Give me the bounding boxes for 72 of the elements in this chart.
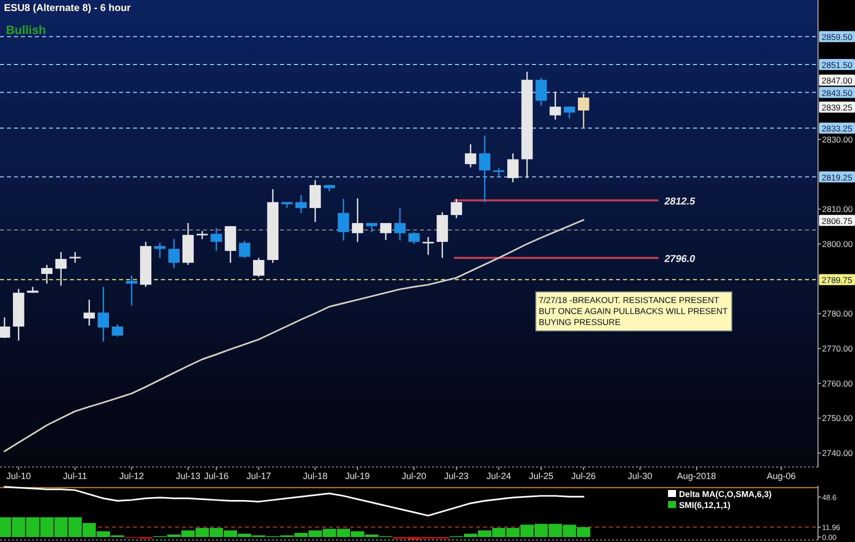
legend-label: SMI(6,12,1,1) — [679, 500, 731, 510]
x-tick-label: Jul-19 — [345, 471, 370, 481]
candlestick — [69, 251, 81, 264]
candlestick — [310, 180, 321, 223]
candlestick — [450, 198, 462, 219]
y-tick-label: 2830.00 — [822, 134, 853, 144]
candlestick — [295, 194, 307, 214]
candlestick — [493, 168, 504, 178]
x-tick-label: Jul-13 — [176, 471, 200, 481]
candlestick — [380, 222, 392, 241]
y-tick-label: 2800.00 — [822, 238, 853, 249]
annotation: 7/27/18 -BREAKOUT. RESISTANCE PRESENT BUT ONCE AGAIN PULLBACKS WILL PRESENT BUYING PRESSURE — [538, 294, 728, 327]
x-tick-label: Jul-24 — [486, 471, 512, 481]
x-tick-label: Jul-26 — [571, 471, 596, 481]
x-tick-label: Jul-17 — [246, 471, 271, 481]
y-tick-label: 2740.00 — [822, 448, 853, 458]
ref-line-label: 2859.50 — [822, 32, 853, 42]
x-tick-label: Jul-11 — [63, 471, 88, 481]
y-tick-label: 2770.00 — [822, 344, 853, 354]
x-tick-label: Jul-18 — [302, 471, 328, 481]
x-tick-label: Aug-2018 — [677, 471, 716, 481]
ref-line-label: 2796.0 — [663, 254, 696, 265]
x-tick-label: Aug-06 — [766, 471, 796, 481]
x-tick-label: Jul-16 — [204, 471, 229, 481]
candlestick — [479, 134, 490, 203]
ref-line-label: 2789.75 — [822, 275, 853, 286]
annotation: 2839.25 — [822, 102, 853, 113]
candlestick — [196, 230, 208, 240]
candlestick — [0, 316, 10, 339]
candlestick — [210, 227, 222, 252]
candlestick — [550, 91, 561, 120]
ref-line-label: 2819.25 — [822, 172, 853, 182]
candlestick — [366, 222, 378, 233]
legend-label: Delta MA(C,O,SMA,6,3) — [679, 489, 772, 499]
candlestick — [84, 299, 95, 326]
x-tick-label: Jul-12 — [119, 471, 144, 481]
annotation: 2806.75 — [822, 216, 853, 226]
candlestick — [98, 286, 109, 342]
candlestick — [408, 231, 420, 245]
ref-line-label: 2833.25 — [822, 124, 853, 134]
annotation: Bullish — [6, 23, 46, 37]
x-tick-label: Jul-25 — [528, 471, 554, 481]
candlestick — [578, 93, 590, 128]
ref-line-label: 2851.50 — [822, 60, 853, 70]
candlestick — [507, 152, 519, 183]
candlestick — [168, 238, 180, 269]
candlestick — [464, 144, 476, 168]
candlestick — [154, 242, 166, 259]
line-series — [4, 486, 584, 516]
y-tick-label: 2780.00 — [822, 308, 853, 319]
ref-line-label: 2812.5 — [663, 196, 696, 208]
candlestick — [253, 257, 264, 278]
candlestick — [41, 264, 52, 284]
x-tick-label: Jul-10 — [6, 471, 31, 481]
candlestick — [536, 77, 547, 106]
y-tick-label: 2810.00 — [822, 204, 853, 214]
x-tick-label: Jul-23 — [444, 471, 469, 481]
candlestick — [394, 207, 406, 242]
ref-line-label: 2843.50 — [822, 88, 853, 98]
candlestick — [564, 106, 576, 120]
annotation: 2847.00 — [822, 76, 853, 86]
y-tick-label: 2750.00 — [822, 413, 853, 424]
x-tick-label: Jul-30 — [628, 471, 652, 481]
candlestick — [422, 236, 434, 256]
candlestick — [338, 198, 350, 242]
candlestick — [112, 324, 124, 338]
x-tick-label: Jul-20 — [402, 471, 426, 481]
candlestick — [55, 251, 67, 286]
candlestick — [238, 240, 250, 259]
y-tick-label: 2760.00 — [822, 378, 853, 388]
candlestick — [352, 198, 364, 243]
chart-title: ESU8 (Alternate 8) - 6 hour — [4, 3, 131, 14]
